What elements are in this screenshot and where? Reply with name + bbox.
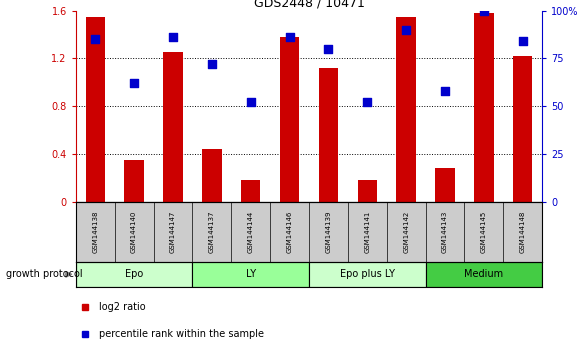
Point [518,38,528,44]
Point [479,8,489,13]
Bar [474,13,494,202]
Bar [86,17,105,202]
Text: GSM144139: GSM144139 [325,211,331,253]
Text: Epo: Epo [125,269,143,279]
Bar [436,169,455,202]
Text: GSM144138: GSM144138 [92,211,98,253]
Text: GSM144147: GSM144147 [170,211,176,253]
Point [363,99,372,105]
Text: GSM144148: GSM144148 [520,211,526,253]
Bar [241,180,261,202]
Text: log2 ratio: log2 ratio [99,302,146,312]
Point [168,35,178,40]
Bar [124,160,144,202]
Bar [202,149,222,202]
Bar [513,56,532,202]
Bar [396,17,416,202]
Bar [319,68,338,202]
Text: GSM144137: GSM144137 [209,211,215,253]
Text: GSM144141: GSM144141 [364,211,370,253]
Point [207,61,216,67]
Point [90,36,100,42]
Point [402,27,411,33]
Text: GSM144142: GSM144142 [403,211,409,253]
Bar [163,52,182,202]
Text: GSM144143: GSM144143 [442,211,448,253]
Title: GDS2448 / 10471: GDS2448 / 10471 [254,0,364,10]
Point [285,35,294,40]
Bar [76,262,192,287]
Text: LY: LY [245,269,256,279]
Text: GSM144145: GSM144145 [481,211,487,253]
Text: GSM144144: GSM144144 [248,211,254,253]
Bar [357,180,377,202]
Text: percentile rank within the sample: percentile rank within the sample [99,329,264,339]
Bar [309,262,426,287]
Bar [280,37,299,202]
Text: GSM144146: GSM144146 [287,211,293,253]
Text: Epo plus LY: Epo plus LY [340,269,395,279]
Bar [426,262,542,287]
Point [324,46,333,52]
Text: GSM144140: GSM144140 [131,211,137,253]
Point [440,88,449,94]
Bar [192,262,309,287]
Text: growth protocol: growth protocol [6,269,82,279]
Point [246,99,255,105]
Point [129,80,139,86]
Text: Medium: Medium [464,269,504,279]
